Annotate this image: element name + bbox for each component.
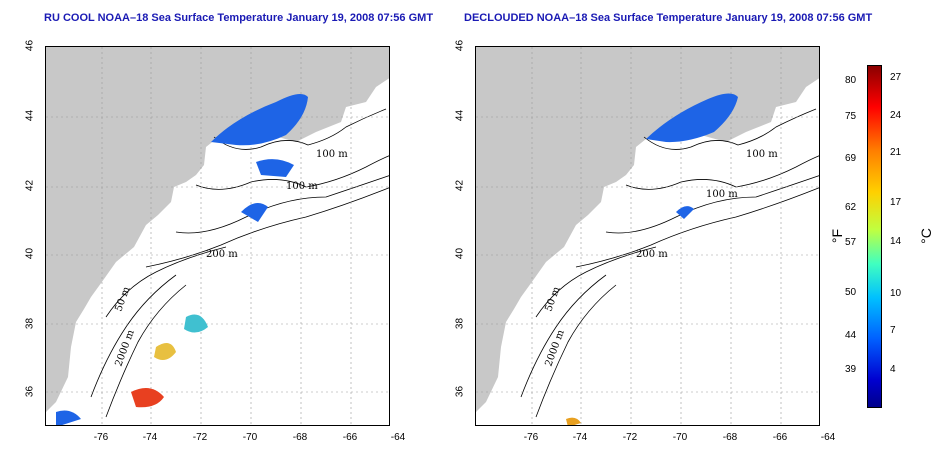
contour-line [145, 187, 389, 268]
lat-tick: 46 [24, 39, 36, 52]
fahrenheit-unit-label: °F [829, 228, 846, 244]
sst-cold-patch [211, 93, 308, 146]
contour-line [90, 274, 177, 398]
contour-line [213, 108, 387, 150]
colorbar-f-label: 62 [845, 202, 857, 213]
sst-cold-patch [241, 203, 268, 222]
colorbar-f-label: 39 [845, 364, 857, 375]
sst-warm-patch [131, 388, 164, 408]
colorbar-f-label: 75 [845, 111, 857, 122]
left-map-panel: 100 m 100 m 200 m 50 m 2000 m [45, 46, 390, 426]
contour-line [625, 155, 819, 190]
lon-tick: -72 [192, 432, 208, 443]
nova-scotia [296, 47, 389, 122]
sst-cold-patch [256, 159, 294, 177]
contour-label: 50 m [113, 285, 132, 313]
left-map-graphic: 100 m 100 m 200 m 50 m 2000 m [46, 47, 389, 425]
lon-tick: -72 [622, 432, 638, 443]
lon-tick: -74 [142, 432, 158, 443]
colorbar-f-label: 50 [845, 287, 857, 298]
contour-line [105, 246, 227, 318]
contour-line [520, 274, 607, 398]
colorbar-c-label: 27 [890, 72, 902, 83]
colorbar-f-label: 44 [845, 330, 857, 341]
sst-cold-patch [646, 93, 738, 143]
lon-tick: -70 [242, 432, 258, 443]
sst-warm-patch [154, 343, 176, 361]
contour-line [575, 187, 819, 268]
colorbar-c-label: 17 [890, 197, 902, 208]
lat-tick: 46 [454, 39, 466, 52]
colorbar-f-label: 57 [845, 237, 857, 248]
contour-label: 100 m [706, 189, 738, 200]
contour-label: 100 m [286, 181, 318, 192]
temperature-colorbar [867, 65, 882, 408]
colorbar-c-label: 24 [890, 110, 902, 121]
colorbar-f-label: 80 [845, 75, 857, 86]
colorbar-c-label: 14 [890, 236, 902, 247]
lon-tick: -70 [672, 432, 688, 443]
celsius-unit-label: °C [917, 228, 934, 244]
land-mass [46, 47, 389, 412]
contour-label: 2000 m [113, 328, 137, 368]
lon-tick: -66 [342, 432, 358, 443]
lat-tick: 36 [24, 385, 36, 398]
land-mass [476, 47, 819, 412]
lat-tick: 38 [454, 317, 466, 330]
lon-tick: -68 [292, 432, 308, 443]
contour-label: 100 m [746, 149, 778, 160]
colorbar-c-label: 21 [890, 147, 902, 158]
contour-line [605, 175, 819, 234]
lat-tick: 40 [454, 247, 466, 260]
contour-line [643, 108, 817, 150]
right-map-graphic: 100 m 100 m 200 m 50 m 2000 m [476, 47, 819, 425]
lon-tick: -68 [722, 432, 738, 443]
right-map-panel: 100 m 100 m 200 m 50 m 2000 m [475, 46, 820, 426]
lon-tick: -64 [820, 432, 836, 443]
colorbar-c-label: 10 [890, 288, 902, 299]
contour-label: 100 m [316, 149, 348, 160]
contour-line [535, 284, 617, 418]
lon-tick: -76 [523, 432, 539, 443]
lat-tick: 38 [24, 317, 36, 330]
lon-tick: -76 [93, 432, 109, 443]
right-map-title: DECLOUDED NOAA–18 Sea Surface Temperatur… [464, 12, 873, 24]
nova-scotia [726, 47, 819, 122]
colorbar-c-label: 4 [890, 364, 896, 375]
lat-tick: 42 [454, 179, 466, 192]
lon-tick: -64 [390, 432, 406, 443]
left-map-title: RU COOL NOAA–18 Sea Surface Temperature … [44, 12, 434, 24]
contour-line [105, 284, 187, 418]
sst-mix-patch [184, 314, 208, 333]
contour-line [535, 246, 657, 318]
lon-tick: -74 [572, 432, 588, 443]
colorbar-c-label: 7 [890, 325, 896, 336]
lat-tick: 42 [24, 179, 36, 192]
contour-label: 200 m [206, 249, 238, 260]
sst-warm-patch [566, 417, 581, 425]
contour-label: 50 m [543, 285, 562, 313]
contour-label: 200 m [636, 249, 668, 260]
graticule [476, 47, 819, 425]
sst-cold-patch [676, 206, 694, 219]
lat-tick: 36 [454, 385, 466, 398]
lat-tick: 44 [454, 109, 466, 122]
colorbar-f-label: 69 [845, 153, 857, 164]
contour-label: 2000 m [543, 328, 567, 368]
sst-cold-patch [56, 410, 81, 425]
lon-tick: -66 [772, 432, 788, 443]
graticule [46, 47, 389, 425]
lat-tick: 44 [24, 109, 36, 122]
lat-tick: 40 [24, 247, 36, 260]
contour-line [175, 175, 389, 234]
